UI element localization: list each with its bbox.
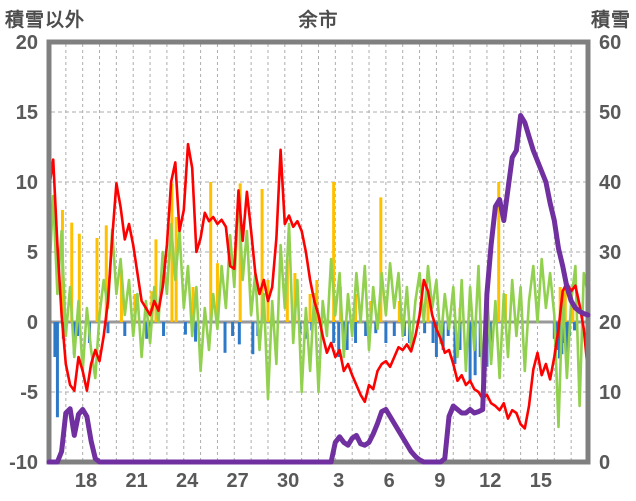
left-axis-tick-label: 0 <box>27 312 38 334</box>
x-axis-tick-label: 21 <box>125 470 147 492</box>
left-axis-tick-label: 20 <box>16 32 38 54</box>
red-line <box>47 142 590 430</box>
left-axis-tick-label: -5 <box>20 382 38 404</box>
left-axis-tick-label: 15 <box>16 102 38 124</box>
chart-title: 余市 <box>298 10 339 31</box>
x-axis-tick-label: 3 <box>333 470 344 492</box>
x-axis-tick-label: 18 <box>75 470 97 492</box>
right-axis-title: 積雪 <box>590 10 631 31</box>
left-axis-tick-label: 5 <box>27 242 38 264</box>
right-axis-tick-label: 30 <box>599 242 621 264</box>
left-axis-tick-label: 10 <box>16 172 38 194</box>
x-axis-tick-label: 30 <box>277 470 299 492</box>
right-axis-tick-label: 10 <box>599 382 621 404</box>
right-axis-tick-label: 20 <box>599 312 621 334</box>
right-axis-tick-label: 50 <box>599 102 621 124</box>
x-axis-tick-label: 24 <box>176 470 199 492</box>
right-axis-tick-label: 60 <box>599 32 621 54</box>
left-axis-tick-label: -10 <box>9 452 38 474</box>
x-axis-tick-label: 12 <box>479 470 501 492</box>
right-axis-tick-label: 40 <box>599 172 621 194</box>
x-axis-tick-label: 15 <box>530 470 552 492</box>
right-axis-tick-label: 0 <box>599 452 610 474</box>
green-line <box>47 190 590 429</box>
left-axis-title: 積雪以外 <box>5 10 86 31</box>
x-axis-tick-label: 6 <box>384 470 395 492</box>
snow-depth-line <box>46 113 591 465</box>
x-axis-tick-label: 9 <box>434 470 445 492</box>
x-axis-tick-label: 27 <box>227 470 249 492</box>
